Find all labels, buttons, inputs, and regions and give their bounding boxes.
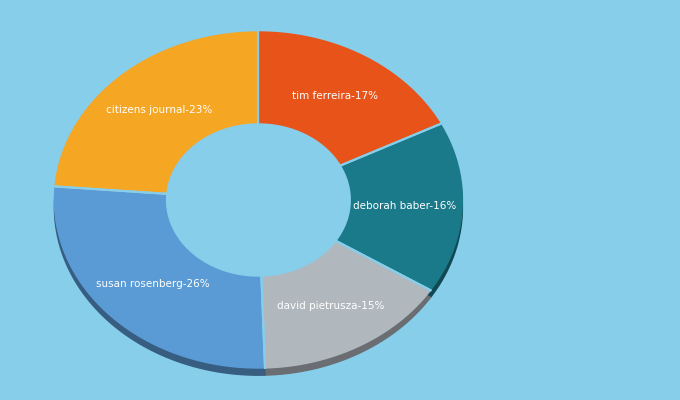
Polygon shape bbox=[167, 124, 350, 276]
Polygon shape bbox=[258, 39, 441, 173]
Text: tim ferreira-17%: tim ferreira-17% bbox=[292, 91, 378, 101]
Text: citizens journal-23%: citizens journal-23% bbox=[106, 105, 212, 115]
Polygon shape bbox=[54, 194, 265, 375]
Polygon shape bbox=[261, 241, 430, 368]
Polygon shape bbox=[55, 39, 258, 201]
Polygon shape bbox=[336, 131, 462, 298]
Text: david pietrusza-15%: david pietrusza-15% bbox=[277, 301, 384, 311]
Polygon shape bbox=[258, 32, 441, 166]
Polygon shape bbox=[54, 186, 265, 368]
Text: susan rosenberg-26%: susan rosenberg-26% bbox=[96, 279, 209, 289]
Text: deborah baber-16%: deborah baber-16% bbox=[353, 201, 456, 211]
Polygon shape bbox=[261, 248, 430, 375]
Polygon shape bbox=[55, 32, 258, 194]
Polygon shape bbox=[336, 124, 462, 290]
